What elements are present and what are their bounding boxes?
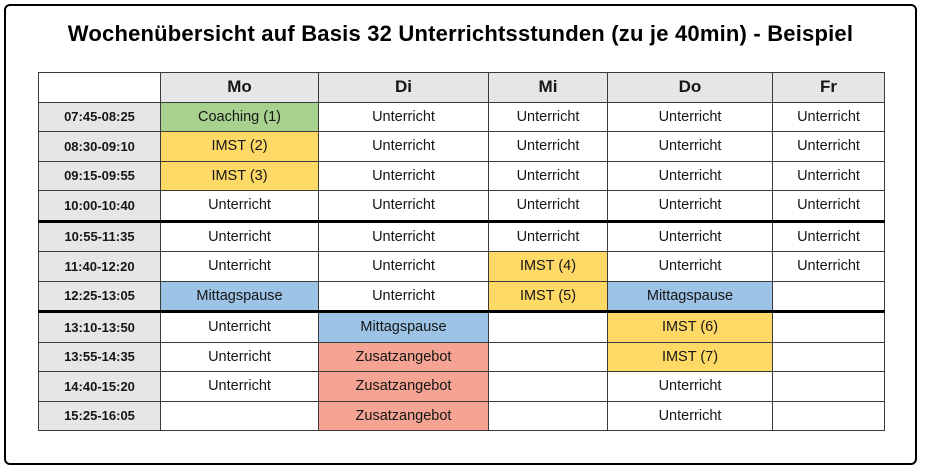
schedule-cell: Mittagspause: [160, 280, 319, 312]
empty-cell: [488, 310, 608, 343]
schedule-cell: Coaching (1): [160, 101, 319, 132]
schedule-row: 14:40-15:20 Unterricht Zusatzangebot Unterr…: [38, 371, 885, 402]
schedule-cell: Unterricht: [318, 160, 489, 191]
schedule-cell: Unterricht: [318, 219, 489, 252]
schedule-cell: Unterricht: [160, 371, 319, 402]
schedule-cell: Unterricht: [607, 371, 773, 402]
schedule-cell: Unterricht: [318, 280, 489, 312]
schedule-cell: IMST (4): [488, 251, 608, 282]
empty-cell: [160, 400, 319, 431]
day-header-do: Do: [607, 72, 773, 103]
schedule-cell: Unterricht: [318, 101, 489, 132]
schedule-cell: Unterricht: [488, 190, 608, 222]
empty-cell: [772, 341, 885, 372]
schedule-cell: Zusatzangebot: [318, 400, 489, 431]
empty-cell: [772, 280, 885, 312]
schedule-row: 12:25-13:05 Mittagspause Unterricht IMST (5…: [38, 280, 885, 312]
time-cell: 11:40-12:20: [38, 251, 161, 282]
schedule-row: 09:15-09:55 IMST (3) Unterricht Unterricht U…: [38, 160, 885, 191]
empty-cell: [772, 371, 885, 402]
empty-cell: [488, 341, 608, 372]
time-cell: 13:55-14:35: [38, 341, 161, 372]
schedule-cell: Mittagspause: [607, 280, 773, 312]
time-cell: 15:25-16:05: [38, 400, 161, 431]
empty-cell: [488, 371, 608, 402]
schedule-cell: Unterricht: [772, 190, 885, 222]
schedule-cell: IMST (5): [488, 280, 608, 312]
schedule-row: 13:55-14:35 Unterricht Zusatzangebot IMST (…: [38, 341, 885, 372]
schedule-cell: Unterricht: [607, 190, 773, 222]
page-title: Wochenübersicht auf Basis 32 Unterrichts…: [67, 21, 854, 46]
empty-cell: [772, 310, 885, 343]
schedule-cell: IMST (7): [607, 341, 773, 372]
schedule-cell: Unterricht: [488, 131, 608, 162]
day-header-mi: Mi: [488, 72, 608, 103]
schedule-cell: Unterricht: [607, 251, 773, 282]
time-cell: 09:15-09:55: [38, 160, 161, 191]
schedule-cell: Unterricht: [607, 131, 773, 162]
day-header-fr: Fr: [772, 72, 885, 103]
schedule-row: 13:10-13:50 Unterricht Mittagspause IMST (6…: [38, 310, 885, 343]
schedule-cell: Unterricht: [772, 219, 885, 252]
page-frame: Wochenübersicht auf Basis 32 Unterrichts…: [4, 4, 917, 465]
empty-cell: [488, 400, 608, 431]
schedule-cell: IMST (6): [607, 310, 773, 343]
day-header-mo: Mo: [160, 72, 319, 103]
schedule-cell: Unterricht: [607, 160, 773, 191]
schedule-cell: IMST (2): [160, 131, 319, 162]
schedule-cell: Unterricht: [160, 190, 319, 222]
schedule-cell: IMST (3): [160, 160, 319, 191]
time-cell: 10:55-11:35: [38, 219, 161, 252]
schedule-row: 07:45-08:25 Coaching (1) Unterricht Unterri…: [38, 101, 885, 132]
schedule-row: 11:40-12:20 Unterricht Unterricht IMST (4) U…: [38, 251, 885, 282]
schedule-cell: Unterricht: [488, 101, 608, 132]
schedule-cell: Unterricht: [772, 251, 885, 282]
schedule-body: 07:45-08:25 Coaching (1) Unterricht Unterri…: [38, 101, 885, 431]
time-cell: 10:00-10:40: [38, 190, 161, 222]
schedule-cell: Unterricht: [318, 190, 489, 222]
schedule-cell: Unterricht: [160, 310, 319, 343]
time-cell: 08:30-09:10: [38, 131, 161, 162]
time-cell: 14:40-15:20: [38, 371, 161, 402]
schedule-cell: Unterricht: [772, 131, 885, 162]
empty-cell: [772, 400, 885, 431]
day-header-di: Di: [318, 72, 489, 103]
schedule-cell: Unterricht: [160, 341, 319, 372]
schedule-cell: Unterricht: [160, 251, 319, 282]
corner-cell: [38, 72, 161, 103]
time-cell: 13:10-13:50: [38, 310, 161, 343]
schedule-row: 10:00-10:40 Unterricht Unterricht Unterrich…: [38, 190, 885, 222]
schedule-cell: Unterricht: [607, 101, 773, 132]
schedule-cell: Mittagspause: [318, 310, 489, 343]
schedule-row: 15:25-16:05 Zusatzangebot Unterricht: [38, 400, 885, 431]
schedule-cell: Unterricht: [160, 219, 319, 252]
schedule-cell: Unterricht: [318, 131, 489, 162]
schedule-cell: Unterricht: [607, 219, 773, 252]
schedule-row: 08:30-09:10 IMST (2) Unterricht Unterricht U…: [38, 131, 885, 162]
header-row: Mo Di Mi Do Fr: [38, 72, 885, 103]
schedule-cell: Zusatzangebot: [318, 371, 489, 402]
schedule-cell: Unterricht: [488, 219, 608, 252]
schedule-cell: Zusatzangebot: [318, 341, 489, 372]
schedule-cell: Unterricht: [607, 400, 773, 431]
schedule-row: 10:55-11:35 Unterricht Unterricht Unterrich…: [38, 219, 885, 252]
time-cell: 07:45-08:25: [38, 101, 161, 132]
schedule-table: Mo Di Mi Do Fr 07:45-08:25 Coaching (1) Unterr…: [38, 72, 885, 431]
schedule-cell: Unterricht: [318, 251, 489, 282]
time-cell: 12:25-13:05: [38, 280, 161, 312]
schedule-cell: Unterricht: [772, 101, 885, 132]
schedule-cell: Unterricht: [488, 160, 608, 191]
schedule-cell: Unterricht: [772, 160, 885, 191]
